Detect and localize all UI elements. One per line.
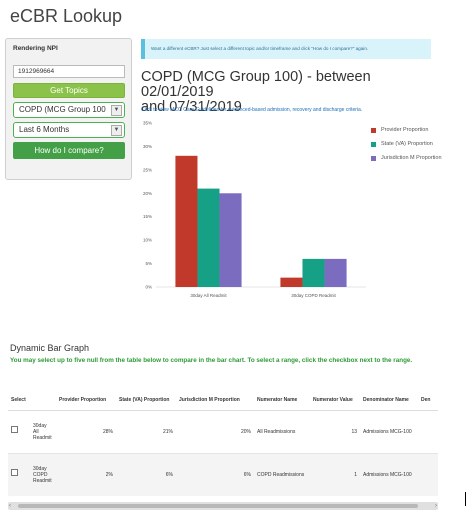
app-title: eCBR Lookup <box>10 6 123 26</box>
chevron-down-icon[interactable]: ▼ <box>111 125 122 136</box>
compare-button[interactable]: How do I compare? <box>13 142 125 159</box>
bar[interactable] <box>219 193 242 287</box>
select-cell <box>8 410 30 454</box>
denominator-name-cell: Admissions MCG-100 <box>360 453 418 496</box>
legend-item: Jurisdiction M Proportion <box>371 151 442 165</box>
x-tick-label: 30day COPD Readmit <box>291 293 336 298</box>
y-tick-label: 10% <box>143 238 152 243</box>
report-title-line1: COPD (MCG Group 100) - between 02/01/201… <box>141 69 371 100</box>
state-cell: 6% <box>116 453 176 496</box>
legend-label: Jurisdiction M Proportion <box>381 155 442 161</box>
topic-select[interactable]: COPD (MCG Group 100 ▼ <box>13 102 125 118</box>
column-header[interactable]: Den <box>418 390 438 411</box>
column-header[interactable]: Numerator Name <box>254 390 310 411</box>
jurisdiction-cell: 20% <box>176 410 254 454</box>
numerator-value-cell: 1 <box>310 453 360 496</box>
legend-swatch <box>371 141 376 147</box>
legend-swatch <box>371 127 376 133</box>
period-select[interactable]: Last 6 Months ▼ <box>13 122 125 138</box>
bar[interactable] <box>324 258 347 287</box>
denominator-cell <box>418 453 438 496</box>
legend-label: State (VA) Proportion <box>381 141 433 147</box>
instruction-text: You may select up to five null from the … <box>10 357 413 364</box>
numerator-value-cell: 13 <box>310 410 360 454</box>
provider-cell: 2% <box>56 453 116 496</box>
provider-cell: 28% <box>56 410 116 454</box>
table-row: 30day COPD Readmit 2% 6% 6% COPD Readmis… <box>8 453 438 496</box>
denominator-name-cell: Admissions MCG-100 <box>360 410 418 454</box>
legend-swatch <box>371 155 376 161</box>
column-header[interactable]: Provider Proportion <box>56 390 116 411</box>
y-tick-label: 25% <box>143 167 152 172</box>
column-header[interactable]: Jurisdiction M Proportion <box>176 390 254 411</box>
column-header <box>30 390 56 411</box>
text-cursor <box>465 492 466 506</box>
row-checkbox[interactable] <box>11 469 18 476</box>
y-tick-label: 5% <box>145 261 152 266</box>
table-header-row: Select Provider Proportion State (VA) Pr… <box>8 390 438 411</box>
bar-chart: 0% 5% 10% 15% 20% 25% 30% 35% 30day All Readmit 3… <box>143 121 366 298</box>
y-tick-label: 15% <box>143 214 152 219</box>
section-title: Dynamic Bar Graph <box>10 343 90 353</box>
row-checkbox[interactable] <box>11 426 18 433</box>
y-tick-label: 30% <box>143 144 152 149</box>
measure-cell: 30day All Readmit <box>30 410 56 454</box>
report-title-line2: and 07/31/2019 <box>141 99 242 115</box>
x-tick-label: 30day All Readmit <box>190 293 227 298</box>
column-header[interactable]: Select <box>8 390 30 411</box>
scroll-right-icon[interactable]: › <box>435 503 437 509</box>
info-banner: Want a different eCBR? Just select a dif… <box>141 39 431 59</box>
legend-label: Provider Proportion <box>381 127 429 133</box>
bar[interactable] <box>302 258 325 287</box>
scrollbar-thumb[interactable] <box>18 504 418 508</box>
chevron-down-icon[interactable]: ▼ <box>111 105 122 116</box>
table-row: 30day All Readmit 28% 21% 20% All Readmi… <box>8 410 438 454</box>
denominator-cell <box>418 410 438 454</box>
guidelines-link[interactable]: Click to view MCG Care Guidelines for ev… <box>141 107 363 113</box>
lookup-panel: Rendering NPI Get Topics COPD (MCG Group… <box>5 38 132 180</box>
topic-select-value: COPD (MCG Group 100 <box>19 105 106 114</box>
jurisdiction-cell: 6% <box>176 453 254 496</box>
npi-label: Rendering NPI <box>13 45 58 52</box>
y-tick-label: 0% <box>145 285 152 290</box>
scroll-left-icon[interactable]: ‹ <box>9 503 11 509</box>
numerator-name-cell: All Readmissions <box>254 410 310 454</box>
bar[interactable] <box>175 155 198 287</box>
npi-input[interactable] <box>13 65 125 78</box>
measure-cell: 30day COPD Readmit <box>30 453 56 496</box>
horizontal-scrollbar[interactable]: ‹ › <box>8 502 438 510</box>
get-topics-button[interactable]: Get Topics <box>13 83 125 98</box>
comparison-table: Select Provider Proportion State (VA) Pr… <box>8 390 438 496</box>
report-title: COPD (MCG Group 100) - between 02/01/201… <box>141 70 441 115</box>
select-cell <box>8 453 30 496</box>
y-tick-label: 20% <box>143 191 152 196</box>
column-header[interactable]: Numerator Value <box>310 390 360 411</box>
numerator-name-cell: COPD Readmissions <box>254 453 310 496</box>
column-header[interactable]: State (VA) Proportion <box>116 390 176 411</box>
bar[interactable] <box>280 277 303 287</box>
chart-legend: Provider Proportion State (VA) Proportio… <box>371 123 442 165</box>
bar[interactable] <box>197 188 220 287</box>
column-header[interactable]: Denominator Name <box>360 390 418 411</box>
y-tick-label: 35% <box>143 121 152 126</box>
legend-item: State (VA) Proportion <box>371 137 442 151</box>
legend-item: Provider Proportion <box>371 123 442 137</box>
period-select-value: Last 6 Months <box>19 125 70 134</box>
state-cell: 21% <box>116 410 176 454</box>
